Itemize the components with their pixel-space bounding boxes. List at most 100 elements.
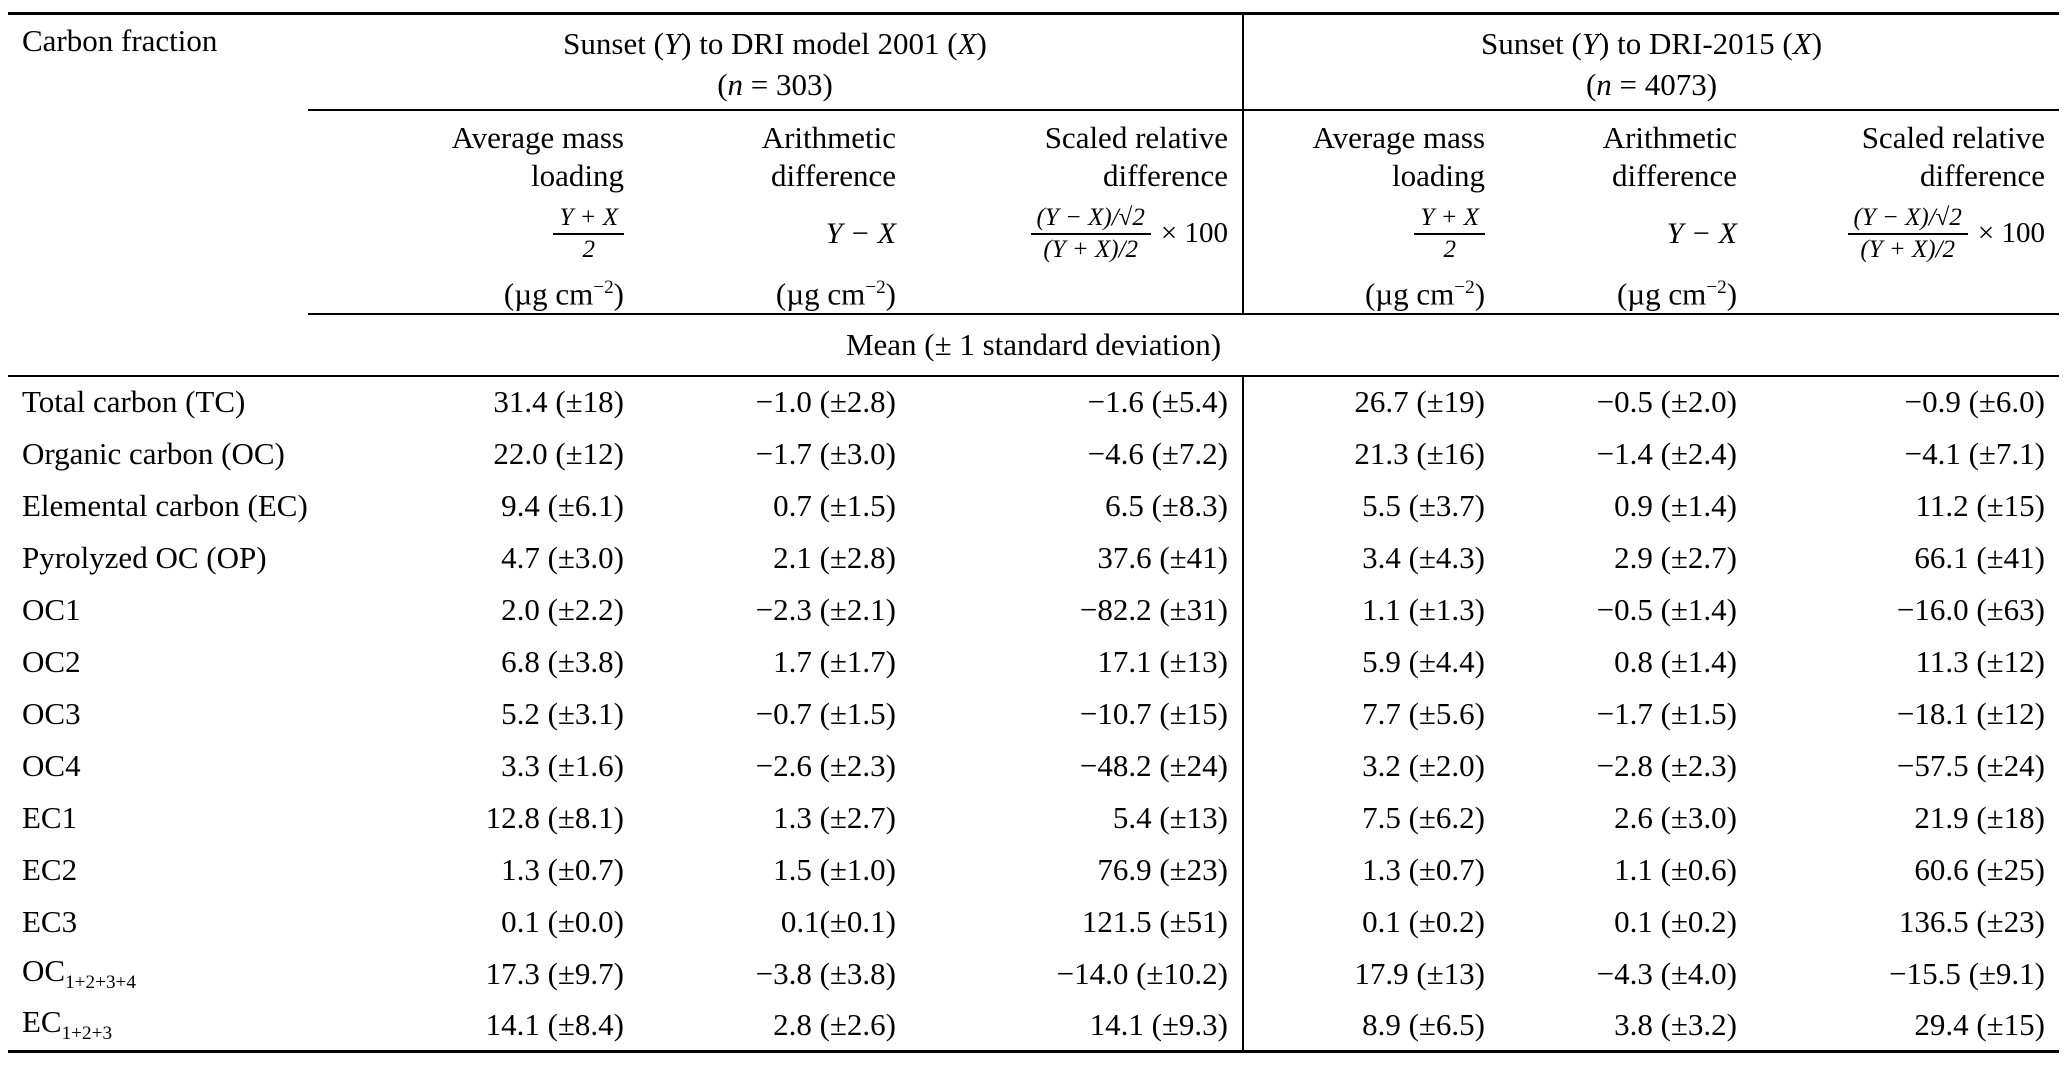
value-cell: −4.6 (±7.2) xyxy=(1087,435,1229,471)
title-text: ) to DRI model 2001 ( xyxy=(681,26,958,61)
empty-corner-cell xyxy=(8,110,308,314)
mean-row: Mean (± 1 standard deviation) xyxy=(8,313,2060,377)
value-cell: 2.6 (±3.0) xyxy=(1614,799,1738,835)
value-cell: −14.0 (±10.2) xyxy=(1056,955,1229,991)
value-cell: 7.5 (±6.2) xyxy=(1242,791,1500,844)
value-cell: 0.1 (±0.2) xyxy=(1614,903,1738,939)
title-text: ) xyxy=(976,26,987,61)
row-label-text: OC3 xyxy=(22,695,81,731)
value-cell: 1.3 (±0.7) xyxy=(1242,843,1500,896)
row-label: OC1+2+3+4 xyxy=(8,948,308,1000)
value-cell: −2.6 (±2.3) xyxy=(755,747,896,783)
value-cell: 1.7 (±1.7) xyxy=(773,643,896,679)
title-text: ) to DRI-2015 ( xyxy=(1599,26,1793,61)
value-cell: −82.2 (±31) xyxy=(1079,591,1229,627)
row-label-subscript: 1+2+3+4 xyxy=(65,972,136,994)
value-cell: −15.5 (±9.1) xyxy=(1889,955,2046,991)
value-cell: 2.0 (±2.2) xyxy=(501,591,624,627)
row-label: EC2 xyxy=(8,844,308,896)
subheader-arithmetic-difference-g2: Arithmetic difference Y − X (µg cm−2) xyxy=(1499,109,1752,315)
row-label-subscript: 1+2+3 xyxy=(61,1023,113,1045)
column-header-carbon-fraction: Carbon fraction xyxy=(8,12,308,110)
value-cell: 1.3 (±0.7) xyxy=(501,851,624,887)
value-cell: −0.9 (±6.0) xyxy=(1904,384,2046,420)
table-row: OC4 3.3 (±1.6) −2.6 (±2.3) −48.2 (±24) 3.2 (… xyxy=(8,739,2059,792)
row-label: OC2 xyxy=(8,636,308,688)
table-row: Total carbon (TC) 31.4 (±18) −1.0 (±2.8) −1… xyxy=(8,375,2059,428)
n-text: ( xyxy=(717,67,728,102)
value-cell: 2.1 (±2.8) xyxy=(773,539,896,575)
table-row: OC1 2.0 (±2.2) −2.3 (±2.1) −82.2 (±31) 1.1 (… xyxy=(8,583,2059,636)
value-cell: 60.6 (±25) xyxy=(1914,851,2046,887)
value-cell: 7.7 (±5.6) xyxy=(1242,687,1500,740)
value-cell: −1.6 (±5.4) xyxy=(1087,384,1229,420)
group-title-dri2001: Sunset (Y) to DRI model 2001 (X) xyxy=(308,23,1242,64)
carbon-fraction-comparison-table: Carbon fraction Sunset (Y) to DRI model … xyxy=(8,12,2060,1054)
value-cell: 2.9 (±2.7) xyxy=(1614,539,1738,575)
row-label: EC1+2+3 xyxy=(8,999,308,1054)
value-cell: −0.7 (±1.5) xyxy=(755,695,896,731)
table-row: Organic carbon (OC) 22.0 (±12) −1.7 (±3.0)… xyxy=(8,427,2059,480)
value-cell: 11.2 (±15) xyxy=(1915,487,2046,523)
table-row: OC2 6.8 (±3.8) 1.7 (±1.7) 17.1 (±13) 5.9 (±4… xyxy=(8,635,2059,688)
value-cell: 21.3 (±16) xyxy=(1242,427,1500,480)
value-cell: 0.9 (±1.4) xyxy=(1614,487,1738,523)
value-cell: 29.4 (±15) xyxy=(1751,999,2060,1054)
row-label: Organic carbon (OC) xyxy=(8,428,308,480)
row-label-text: OC1 xyxy=(22,591,81,627)
value-cell: 5.5 (±3.7) xyxy=(1242,479,1500,532)
value-cell: 3.4 (±4.3) xyxy=(1242,531,1500,584)
value-cell: 1.5 (±1.0) xyxy=(773,851,896,887)
title-text: Sunset ( xyxy=(1481,26,1582,61)
value-cell: 11.3 (±12) xyxy=(1915,643,2046,679)
value-cell: −2.8 (±2.3) xyxy=(1596,747,1738,783)
subheader-name: Scaled relative difference xyxy=(1044,119,1229,193)
value-cell: 3.2 (±2.0) xyxy=(1242,739,1500,792)
n-text: = 4073) xyxy=(1611,67,1718,102)
subheader-name: Average mass loading xyxy=(451,119,624,193)
value-cell: 14.1 (±8.4) xyxy=(308,999,638,1054)
row-label-text: OC4 xyxy=(22,747,81,783)
row-label-text: EC2 xyxy=(22,851,78,887)
value-cell: −16.0 (±63) xyxy=(1896,591,2046,627)
row-label-text: OC xyxy=(22,953,66,989)
var-y: Y xyxy=(663,26,682,61)
value-cell: −3.8 (±3.8) xyxy=(755,955,896,991)
unit-label: (µg cm−2) xyxy=(1616,275,1738,311)
table-row: Pyrolyzed OC (OP) 4.7 (±3.0) 2.1 (±2.8) 37.… xyxy=(8,531,2059,584)
subheader-name: Arithmetic difference xyxy=(761,119,896,193)
row-label-text: Elemental carbon (EC) xyxy=(22,487,308,523)
value-cell: −10.7 (±15) xyxy=(1079,695,1229,731)
value-cell: 22.0 (±12) xyxy=(493,435,624,471)
value-cell: −18.1 (±12) xyxy=(1896,695,2046,731)
subheader-name: Arithmetic difference xyxy=(1602,119,1738,193)
value-cell: −4.3 (±4.0) xyxy=(1596,955,1738,991)
group-sample-size-dri2015: (n = 4073) xyxy=(1244,64,2059,105)
value-cell: 0.1 (±0.2) xyxy=(1242,895,1500,948)
group-header-sunset-dri2015: Sunset (Y) to DRI-2015 (X) (n = 4073) xyxy=(1242,12,2060,111)
value-cell: 0.1 (±0.0) xyxy=(501,903,624,939)
var-n: n xyxy=(727,67,744,102)
value-cell: 5.9 (±4.4) xyxy=(1242,635,1500,688)
table-row: OC3 5.2 (±3.1) −0.7 (±1.5) −10.7 (±15) 7.7 (… xyxy=(8,687,2059,740)
value-cell: 17.3 (±9.7) xyxy=(485,955,624,991)
n-text: ( xyxy=(1585,67,1597,102)
table-row: EC2 1.3 (±0.7) 1.5 (±1.0) 76.9 (±23) 1.3 (±0… xyxy=(8,843,2059,896)
value-cell: −1.7 (±3.0) xyxy=(755,435,896,471)
row-label: EC1 xyxy=(8,792,308,844)
value-cell: 26.7 (±19) xyxy=(1242,375,1500,428)
row-label: Pyrolyzed OC (OP) xyxy=(8,532,308,584)
formula-arithmetic-difference: Y − X xyxy=(1666,216,1738,250)
table-row: OC1+2+3+4 17.3 (±9.7) −3.8 (±3.8) −14.0 (±1… xyxy=(8,947,2059,1000)
title-text: ) xyxy=(1811,26,1823,61)
value-cell: −0.5 (±1.4) xyxy=(1596,591,1738,627)
unit-label: (µg cm−2) xyxy=(1364,275,1486,311)
value-cell: −57.5 (±24) xyxy=(1896,747,2046,783)
subheader-name: Average mass loading xyxy=(1312,119,1486,193)
row-label: OC1 xyxy=(8,584,308,636)
value-cell: 66.1 (±41) xyxy=(1914,539,2046,575)
